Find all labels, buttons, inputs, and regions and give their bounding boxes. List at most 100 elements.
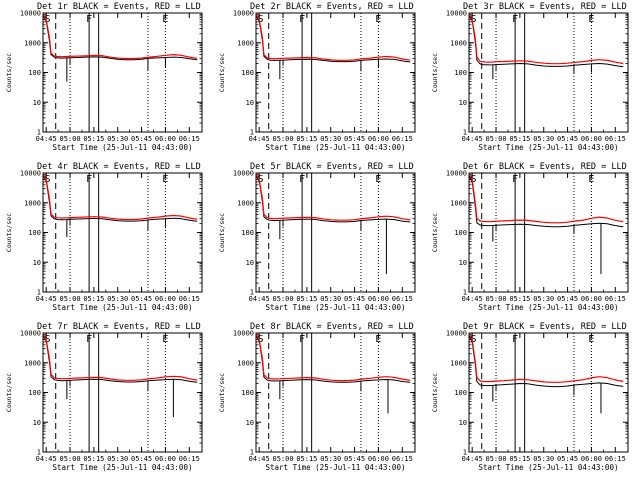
marker-label-e: E — [588, 14, 594, 25]
x-axis-label: Start Time (25-Jul-11 04:43:00) — [53, 143, 193, 152]
panel-title: Det 7r BLACK = Events, RED = LLD — [37, 322, 201, 332]
y-tick-label: 10000 — [20, 10, 41, 18]
x-tick-label: 05:00 — [485, 135, 506, 143]
x-tick-label: 05:45 — [131, 135, 152, 143]
x-tick-label: 06:00 — [368, 135, 389, 143]
panel-title: Det 4r BLACK = Events, RED = LLD — [37, 162, 201, 172]
marker-label-f: F — [299, 334, 305, 345]
x-tick-label: 05:45 — [344, 455, 365, 463]
x-tick-label: 04:45 — [462, 455, 483, 463]
marker-label-f: F — [86, 174, 92, 185]
panel-title: Det 1r BLACK = Events, RED = LLD — [37, 2, 201, 12]
y-tick-label: 100 — [454, 69, 467, 77]
y-axis-label: Counts/sec — [431, 373, 439, 412]
marker-label-s: S — [258, 334, 264, 345]
series-line-events — [468, 175, 624, 228]
y-tick-label: 1000 — [237, 199, 254, 207]
series-line-lld — [255, 334, 411, 382]
series-line-events — [255, 15, 411, 63]
y-tick-label: 10 — [33, 99, 41, 107]
y-tick-label: 10 — [459, 99, 467, 107]
x-tick-label: 05:30 — [533, 135, 554, 143]
y-tick-label: 1000 — [24, 199, 41, 207]
detector-panel-7: Det 7r BLACK = Events, RED = LLD 1 10 100 10… — [5, 322, 203, 472]
marker-label-f: F — [512, 174, 518, 185]
marker-label-f: F — [299, 174, 305, 185]
x-tick-label: 05:15 — [509, 135, 530, 143]
x-tick-label: 05:30 — [320, 135, 341, 143]
x-tick-label: 06:15 — [392, 295, 413, 303]
y-tick-label: 100 — [28, 389, 41, 397]
y-tick-label: 1 — [37, 129, 41, 137]
x-axis-label: Start Time (25-Jul-11 04:43:00) — [53, 463, 193, 472]
y-axis-label: Counts/sec — [218, 53, 226, 92]
x-tick-label: 05:15 — [509, 455, 530, 463]
marker-label-e: E — [375, 14, 381, 25]
y-tick-label: 1 — [463, 129, 467, 137]
marker-label-e: E — [588, 334, 594, 345]
y-tick-label: 100 — [241, 229, 254, 237]
detector-panel-1: Det 1r BLACK = Events, RED = LLD 1 10 100 10… — [5, 2, 203, 152]
y-tick-label: 1000 — [237, 359, 254, 367]
x-tick-label: 05:00 — [59, 135, 80, 143]
x-tick-label: 05:00 — [272, 135, 293, 143]
y-tick-label: 10 — [459, 419, 467, 427]
x-axis-label: Start Time (25-Jul-11 04:43:00) — [479, 143, 619, 152]
x-tick-label: 05:30 — [107, 135, 128, 143]
marker-label-s: S — [45, 174, 51, 185]
y-tick-label: 1 — [250, 129, 254, 137]
x-tick-label: 05:30 — [533, 455, 554, 463]
x-axis-label: Start Time (25-Jul-11 04:43:00) — [479, 463, 619, 472]
y-tick-label: 1000 — [450, 199, 467, 207]
y-tick-label: 100 — [28, 69, 41, 77]
x-tick-label: 05:45 — [557, 455, 578, 463]
x-tick-label: 04:45 — [462, 135, 483, 143]
x-tick-label: 05:30 — [320, 295, 341, 303]
y-axis-label: Counts/sec — [218, 213, 226, 252]
x-axis-label: Start Time (25-Jul-11 04:43:00) — [266, 303, 406, 312]
detector-panel-8: Det 8r BLACK = Events, RED = LLD 1 10 100 10… — [218, 322, 416, 472]
y-tick-label: 100 — [241, 389, 254, 397]
series-line-lld — [42, 334, 198, 381]
y-axis-label: Counts/sec — [5, 373, 13, 412]
x-tick-label: 06:00 — [581, 295, 602, 303]
series-line-events — [468, 335, 624, 388]
x-tick-label: 05:30 — [320, 455, 341, 463]
x-tick-label: 05:45 — [344, 295, 365, 303]
y-tick-label: 10000 — [446, 330, 467, 338]
x-tick-label: 05:45 — [131, 295, 152, 303]
y-tick-label: 10000 — [446, 170, 467, 178]
x-axis-label: Start Time (25-Jul-11 04:43:00) — [266, 463, 406, 472]
series-line-events — [255, 175, 411, 223]
marker-label-e: E — [588, 174, 594, 185]
series-line-events — [42, 335, 198, 383]
y-tick-label: 100 — [454, 389, 467, 397]
panel-title: Det 2r BLACK = Events, RED = LLD — [250, 2, 414, 12]
x-tick-label: 05:00 — [59, 455, 80, 463]
x-tick-label: 05:00 — [485, 295, 506, 303]
y-tick-label: 10000 — [233, 10, 254, 18]
x-tick-label: 05:30 — [533, 295, 554, 303]
x-tick-label: 06:15 — [605, 295, 626, 303]
x-tick-label: 05:15 — [83, 455, 104, 463]
y-tick-label: 1 — [250, 449, 254, 457]
y-tick-label: 1 — [37, 449, 41, 457]
x-axis-label: Start Time (25-Jul-11 04:43:00) — [479, 303, 619, 312]
detector-panel-5: Det 5r BLACK = Events, RED = LLD 1 10 100 10… — [218, 162, 416, 312]
x-tick-label: 05:45 — [344, 135, 365, 143]
series-line-lld — [255, 14, 411, 61]
marker-label-s: S — [45, 14, 51, 25]
y-tick-label: 10000 — [20, 330, 41, 338]
x-tick-label: 04:45 — [249, 455, 270, 463]
y-tick-label: 10000 — [20, 170, 41, 178]
series-line-events — [42, 15, 198, 61]
series-line-lld — [468, 174, 624, 224]
marker-label-f: F — [512, 334, 518, 345]
y-tick-label: 10 — [33, 419, 41, 427]
x-tick-label: 06:00 — [581, 455, 602, 463]
detector-panel-3: Det 3r BLACK = Events, RED = LLD 1 10 100 10… — [431, 2, 629, 152]
x-tick-label: 05:15 — [296, 455, 317, 463]
y-axis-label: Counts/sec — [5, 213, 13, 252]
y-tick-label: 100 — [28, 229, 41, 237]
